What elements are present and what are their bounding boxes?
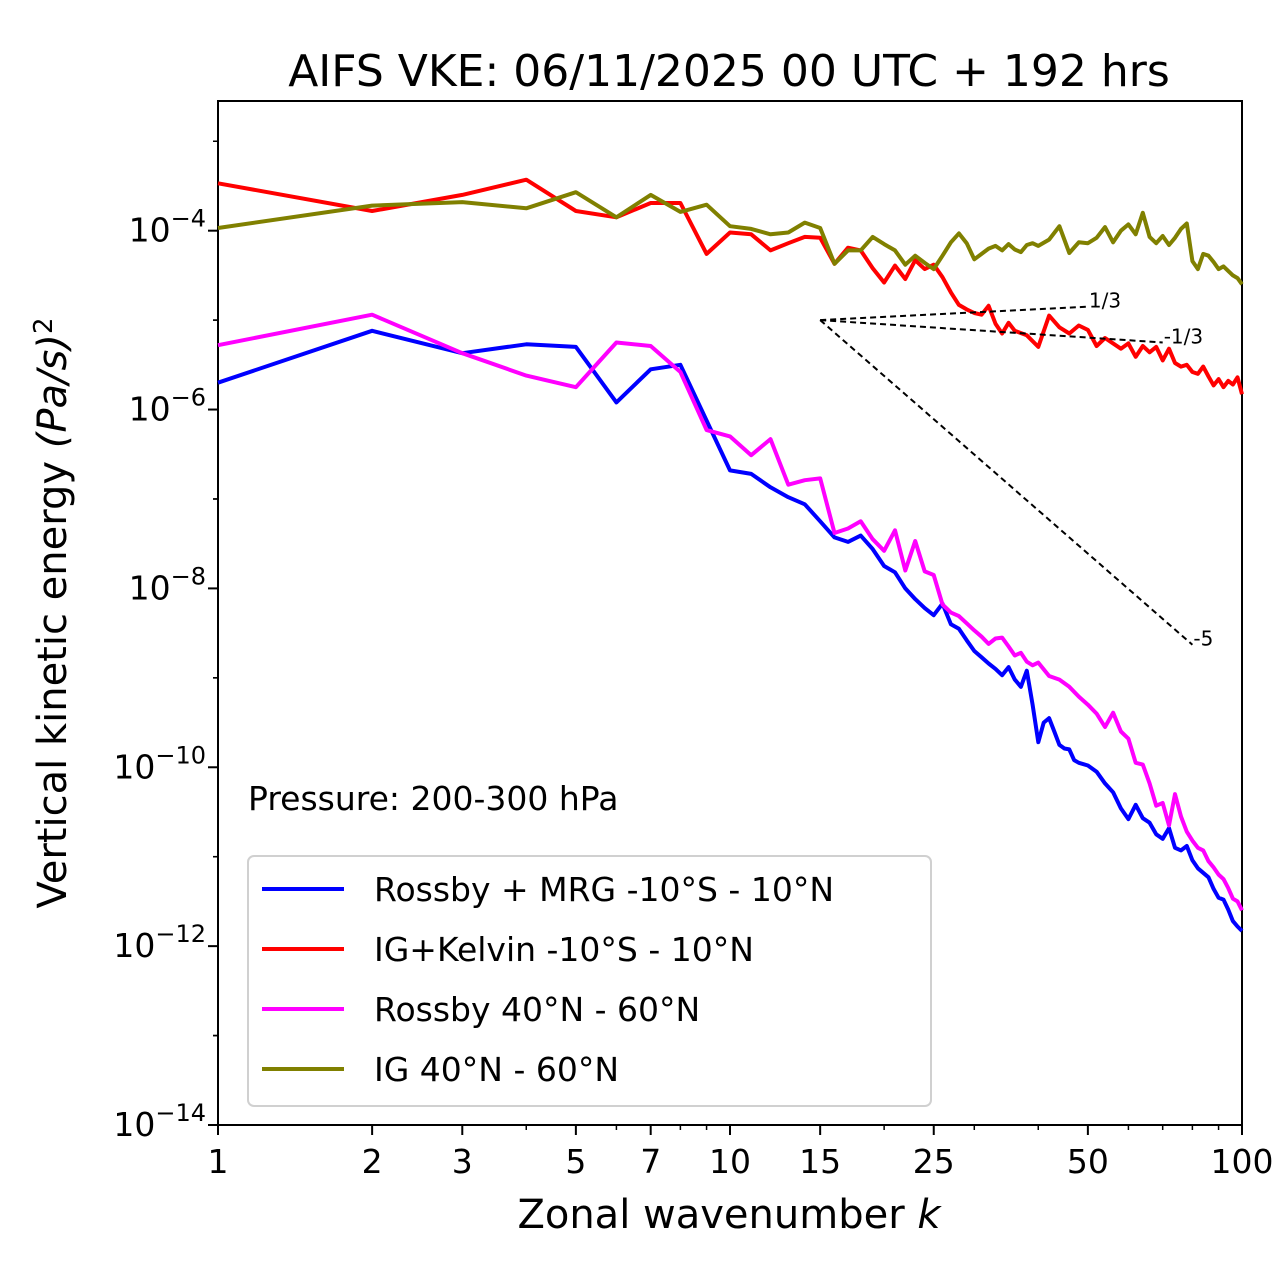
reference-line-label-3: -5 <box>1193 627 1213 651</box>
legend-label-2: IG+Kelvin -10°S - 10°N <box>374 930 754 969</box>
y-tick-label: 10−6 <box>129 384 206 429</box>
x-tick-label: 5 <box>565 1142 586 1181</box>
series-line-4 <box>217 190 1244 286</box>
x-tick-label: 3 <box>452 1142 473 1181</box>
y-tick-label: 10−10 <box>113 741 206 786</box>
series-line-1 <box>217 328 1244 933</box>
x-tick-label: 100 <box>1211 1142 1274 1181</box>
x-tick-label: 25 <box>913 1142 955 1181</box>
pressure-annotation: Pressure: 200-300 hPa <box>248 779 618 818</box>
x-tick-label: 7 <box>640 1142 661 1181</box>
y-axis-label: Vertical kinetic energy (Pa/s)2 <box>29 318 76 909</box>
reference-line-label-1: 1/3 <box>1089 289 1121 313</box>
x-tick-label: 15 <box>799 1142 841 1181</box>
x-tick-label: 10 <box>709 1142 751 1181</box>
x-tick-label: 1 <box>208 1142 229 1181</box>
legend-label-4: IG 40°N - 60°N <box>374 1050 619 1089</box>
x-axis-label: Zonal wavenumber k <box>517 1192 942 1238</box>
series-lines <box>217 177 1244 933</box>
y-axis-ticks: 10−4 10−6 10−8 10−10 10−12 10−14 <box>113 140 218 1144</box>
y-tick-label: 10−14 <box>113 1099 206 1144</box>
legend-label-1: Rossby + MRG -10°S - 10°N <box>374 870 834 909</box>
x-tick-label: 2 <box>362 1142 383 1181</box>
reference-slope-lines: 1/3 -1/3 -5 <box>819 289 1213 651</box>
reference-line-2 <box>820 319 1163 344</box>
y-tick-label: 10−8 <box>129 562 206 607</box>
reference-line-label-2: -1/3 <box>1164 324 1203 348</box>
y-tick-label: 10−12 <box>113 920 206 965</box>
x-axis-ticks: 1 2 3 5 7 10 15 25 50 100 <box>208 1125 1274 1181</box>
legend-box <box>247 855 932 1107</box>
series-line-3 <box>217 312 1244 912</box>
reference-line-1 <box>820 305 1088 322</box>
series-line-2 <box>217 177 1244 395</box>
reference-line-3 <box>819 319 1194 646</box>
y-tick-label: 10−4 <box>129 205 206 250</box>
legend: Rossby + MRG -10°S - 10°N IG+Kelvin -10°S… <box>247 855 932 1107</box>
chart-title: AIFS VKE: 06/11/2025 00 UTC + 192 hrs <box>288 46 1170 97</box>
legend-label-3: Rossby 40°N - 60°N <box>374 990 700 1029</box>
x-tick-label: 50 <box>1067 1142 1109 1181</box>
